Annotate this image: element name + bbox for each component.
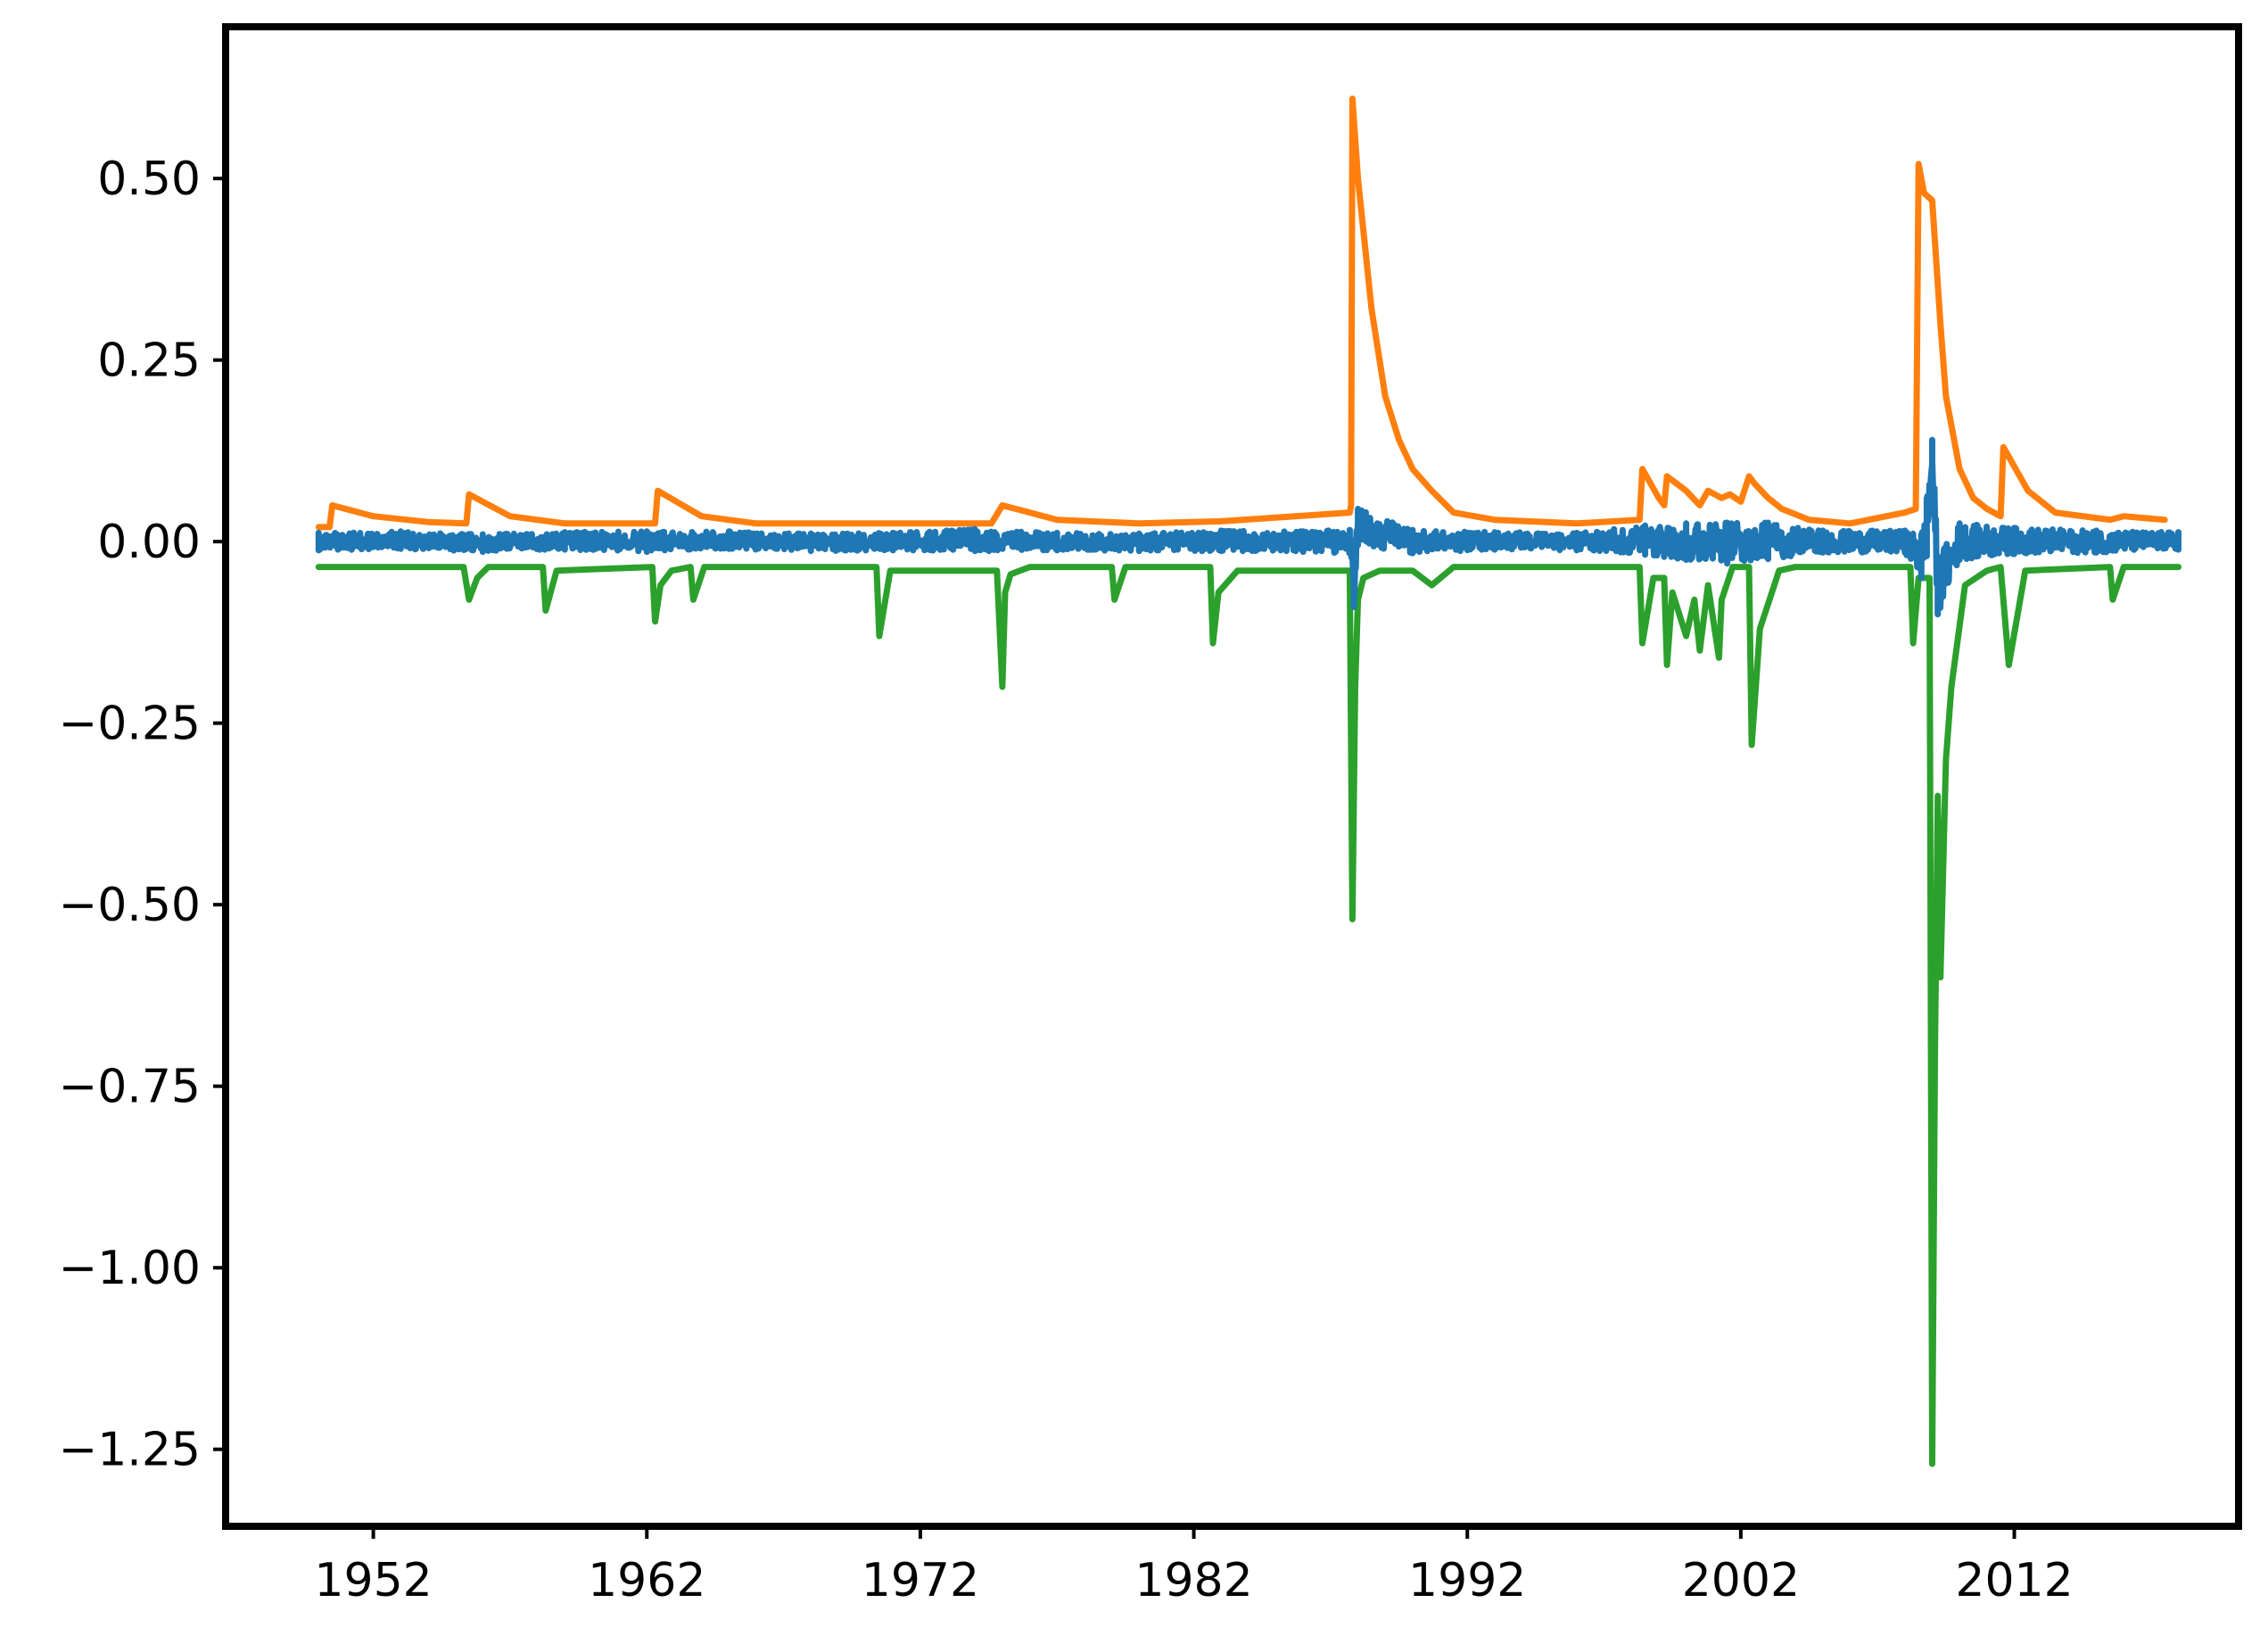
x-axis: 1952 1962 1972 1982 1992 2002 2012 <box>314 1526 2074 1607</box>
y-tick-label: 0.00 <box>97 516 201 569</box>
y-tick-label: −1.25 <box>59 1424 201 1477</box>
x-tick-label: 2002 <box>1682 1554 1800 1607</box>
plot-frame <box>222 23 2242 1530</box>
x-tick-label: 1962 <box>588 1554 705 1607</box>
series-layer <box>315 95 2181 1467</box>
y-axis: 0.50 0.25 0.00 −0.25 −0.50 −0.75 −1.00 −1.25 <box>59 153 226 1477</box>
y-tick-label: −0.75 <box>59 1061 201 1114</box>
y-tick-label: −1.00 <box>59 1242 201 1295</box>
x-tick-label: 2012 <box>1955 1554 2073 1607</box>
series-line-2 <box>315 95 2168 531</box>
x-tick-label: 1982 <box>1134 1554 1252 1607</box>
x-tick-label: 1952 <box>314 1554 432 1607</box>
series-line-3 <box>315 436 2181 618</box>
y-tick-label: 0.50 <box>97 153 201 206</box>
series-line-1 <box>315 564 2181 1467</box>
y-tick-label: −0.25 <box>59 698 201 751</box>
y-tick-label: 0.25 <box>97 335 201 388</box>
y-tick-label: −0.50 <box>59 879 201 932</box>
x-tick-label: 1972 <box>862 1554 979 1607</box>
x-tick-label: 1992 <box>1408 1554 1526 1607</box>
